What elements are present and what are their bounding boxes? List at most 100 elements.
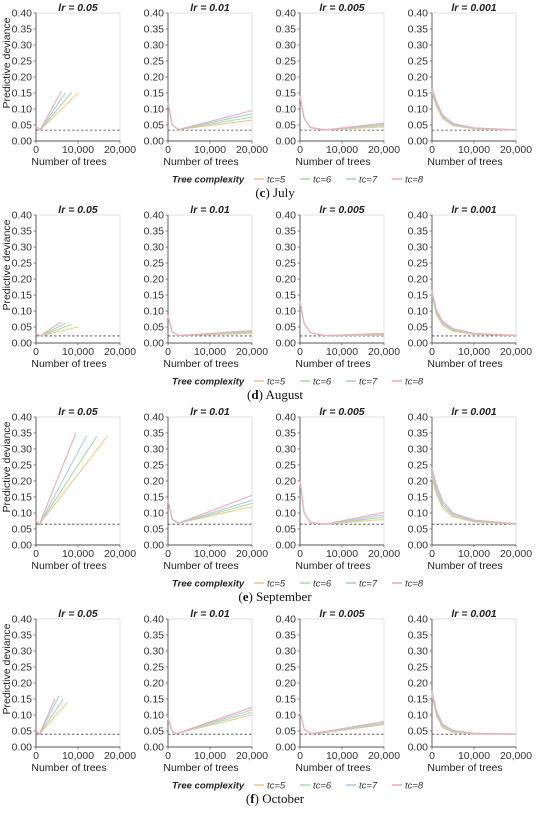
series-line-tc7 [35, 435, 87, 526]
y-tick-label: 0.35 [408, 24, 429, 36]
x-axis-label: Number of trees [163, 156, 238, 168]
x-axis-label: Number of trees [31, 156, 106, 168]
y-tick-label: 0.25 [276, 662, 297, 674]
series-line-tc8 [299, 711, 385, 735]
y-tick-label: 0.35 [276, 428, 297, 440]
x-tick-label: 20,000 [368, 144, 400, 156]
x-tick-label: 0 [165, 548, 171, 560]
y-tick-label: 0.40 [276, 8, 297, 20]
caption-letter: ( [246, 791, 250, 806]
subplot: lr = 0.01 0.00 0.05 0.10 0.15 0.20 0.25 0.30 0.3… [144, 204, 269, 370]
legend-label: tc=7 [359, 579, 378, 590]
x-tick-label: 20,000 [236, 346, 268, 358]
y-axis-label: Predictive deviance [1, 623, 13, 714]
y-tick-label: 0.00 [408, 540, 429, 552]
y-tick-label: 0.30 [12, 242, 33, 254]
y-tick-label: 0.25 [144, 662, 165, 674]
y-tick-label: 0.25 [408, 460, 429, 472]
series-line-tc8 [35, 91, 62, 131]
series-line-tc8 [431, 690, 517, 735]
y-tick-label: 0.15 [144, 694, 165, 706]
y-tick-label: 0.15 [276, 88, 297, 100]
x-tick-label: 0 [165, 144, 171, 156]
series-line-tc8 [167, 315, 253, 337]
y-tick-label: 0.05 [144, 726, 165, 738]
x-tick-label: 20,000 [104, 346, 136, 358]
series-line-tc8 [299, 96, 385, 131]
legend: Tree complexity tc=5 tc=6 tc=7 tc=8 [172, 781, 424, 792]
legend: Tree complexity tc=5 tc=6 tc=7 tc=8 [172, 377, 424, 388]
y-tick-label: 0.15 [408, 694, 429, 706]
series-line-tc8 [299, 480, 385, 525]
x-tick-label: 20,000 [104, 548, 136, 560]
y-tick-label: 0.20 [408, 678, 429, 690]
y-tick-label: 0.25 [276, 258, 297, 270]
caption-letter: ( [247, 387, 251, 402]
legend-label: tc=5 [267, 377, 286, 388]
y-tick-label: 0.05 [12, 726, 33, 738]
y-axis-label: Predictive deviance [1, 421, 13, 512]
y-tick-label: 0.00 [144, 338, 165, 350]
y-tick-label: 0.10 [408, 104, 429, 116]
x-tick-label: 0 [165, 346, 171, 358]
month-block: lr = 0.05 0.00 0.05 0.10 0.15 0.20 0.25 0.30 0.3… [1, 204, 532, 402]
y-tick-label: 0.05 [408, 524, 429, 536]
y-tick-label: 0.00 [276, 136, 297, 148]
series-line-tc7 [431, 291, 517, 336]
y-tick-label: 0.35 [144, 630, 165, 642]
y-tick-label: 0.05 [276, 726, 297, 738]
x-tick-label: 0 [429, 144, 435, 156]
y-tick-label: 0.35 [276, 226, 297, 238]
plot-frame [167, 214, 253, 344]
x-tick-label: 10,000 [326, 144, 358, 156]
series-line-tc6 [299, 480, 385, 525]
x-tick-label: 0 [33, 144, 39, 156]
y-tick-label: 0.40 [408, 614, 429, 626]
subplot: lr = 0.01 0.00 0.05 0.10 0.15 0.20 0.25 0.30 0.3… [144, 2, 269, 168]
series-line-tc6 [299, 711, 385, 735]
x-tick-label: 10,000 [62, 144, 94, 156]
series-line-tc5 [431, 92, 517, 131]
y-tick-label: 0.00 [144, 540, 165, 552]
y-tick-label: 0.05 [408, 322, 429, 334]
series-line-tc8 [167, 102, 253, 131]
x-tick-label: 10,000 [194, 548, 226, 560]
x-axis-label: Number of trees [163, 358, 238, 370]
y-tick-label: 0.40 [408, 412, 429, 424]
y-tick-label: 0.40 [276, 210, 297, 222]
panel-title: lr = 0.05 [58, 406, 98, 418]
y-tick-label: 0.40 [12, 210, 33, 222]
y-tick-label: 0.05 [276, 120, 297, 132]
x-tick-label: 20,000 [368, 548, 400, 560]
y-tick-label: 0.35 [408, 630, 429, 642]
x-tick-label: 0 [429, 548, 435, 560]
x-tick-label: 20,000 [236, 750, 268, 762]
x-tick-label: 20,000 [368, 750, 400, 762]
legend-title: Tree complexity [172, 175, 245, 186]
caption-text: ) October [255, 791, 305, 806]
y-tick-label: 0.20 [144, 678, 165, 690]
subplot: lr = 0.005 0.00 0.05 0.10 0.15 0.20 0.25 0.30 0.… [276, 608, 401, 774]
y-tick-label: 0.00 [144, 136, 165, 148]
y-tick-label: 0.15 [408, 88, 429, 100]
x-tick-label: 20,000 [500, 144, 532, 156]
x-tick-label: 20,000 [500, 750, 532, 762]
series-line-tc6 [35, 698, 64, 736]
caption-letter-bold: d [251, 387, 259, 402]
x-tick-label: 10,000 [458, 144, 490, 156]
x-tick-label: 20,000 [236, 548, 268, 560]
y-tick-label: 0.25 [144, 56, 165, 68]
x-tick-label: 10,000 [194, 346, 226, 358]
caption-letter-bold: e [243, 589, 249, 604]
x-axis-label: Number of trees [427, 156, 502, 168]
panel-title: lr = 0.005 [319, 2, 364, 14]
y-tick-label: 0.30 [144, 646, 165, 658]
y-tick-label: 0.00 [276, 540, 297, 552]
subplot: lr = 0.005 0.00 0.05 0.10 0.15 0.20 0.25 0.30 0.… [276, 204, 401, 370]
x-axis-label: Number of trees [295, 358, 370, 370]
y-tick-label: 0.20 [276, 678, 297, 690]
legend-label: tc=6 [313, 579, 332, 590]
y-tick-label: 0.15 [276, 492, 297, 504]
panel-title: lr = 0.001 [451, 608, 496, 620]
y-tick-label: 0.15 [408, 290, 429, 302]
